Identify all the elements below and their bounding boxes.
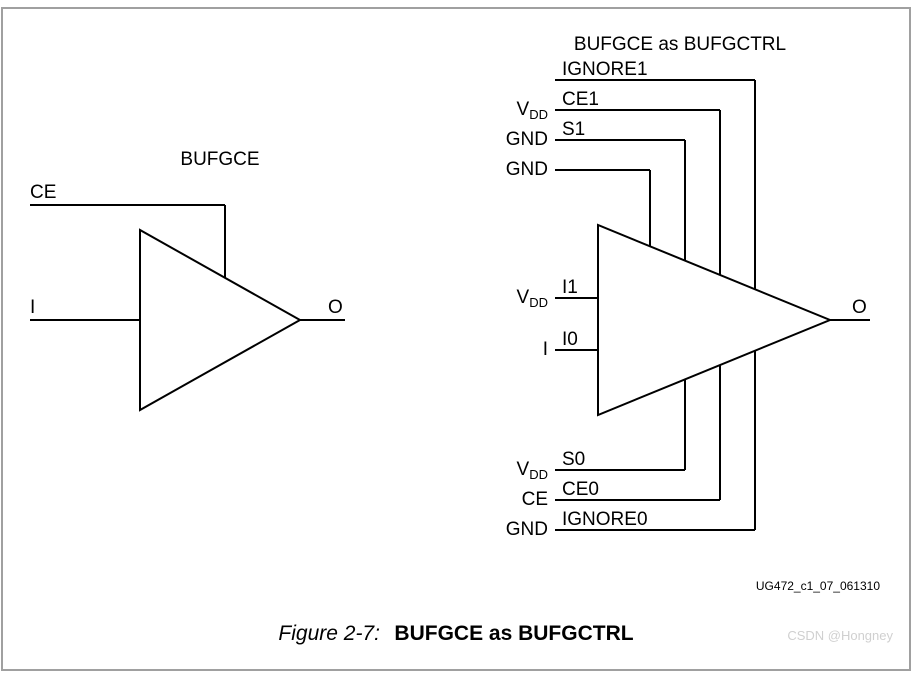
left-buffer-triangle <box>140 230 300 410</box>
left-i-label: I <box>30 297 35 318</box>
label-ignore1: IGNORE1 <box>562 59 648 80</box>
caption-title: BUFGCE as BUFGCTRL <box>394 622 633 645</box>
left-o-label: O <box>328 297 343 318</box>
ext-gnd-ignore0: GND <box>506 519 548 540</box>
right-o-label: O <box>852 297 867 318</box>
right-title: BUFGCE as BUFGCTRL <box>574 34 786 55</box>
left-title: BUFGCE <box>180 149 259 170</box>
ext-ce: CE <box>522 489 548 510</box>
diagram-svg: BUFGCE CE I O BUFGCE as BUFGCTRL O IGNOR… <box>0 0 913 679</box>
figure-caption: Figure 2-7: BUFGCE as BUFGCTRL <box>278 622 633 645</box>
label-i0: I0 <box>562 329 578 350</box>
ext-gnd-extra: GND <box>506 159 548 180</box>
left-diagram: BUFGCE CE I O <box>30 149 345 410</box>
caption-prefix: Figure 2-7: <box>278 622 380 645</box>
label-s1: S1 <box>562 119 585 140</box>
right-buffer-triangle <box>598 225 830 415</box>
right-diagram: BUFGCE as BUFGCTRL O IGNORE1 CE1 VDD S1 … <box>506 34 870 540</box>
figure-refid: UG472_c1_07_061310 <box>756 579 880 593</box>
label-ce0: CE0 <box>562 479 599 500</box>
left-ce-label: CE <box>30 182 56 203</box>
label-ignore0: IGNORE0 <box>562 509 648 530</box>
ext-vdd-i1: VDD <box>517 287 548 310</box>
watermark: CSDN @Hongney <box>787 628 893 643</box>
ext-gnd-s1: GND <box>506 129 548 150</box>
ext-i: I <box>543 339 548 360</box>
label-i1: I1 <box>562 277 578 298</box>
label-s0: S0 <box>562 449 585 470</box>
label-ce1: CE1 <box>562 89 599 110</box>
figure-border <box>2 8 910 670</box>
ext-vdd-s0: VDD <box>517 459 548 482</box>
ext-vdd-ce1: VDD <box>517 99 548 122</box>
